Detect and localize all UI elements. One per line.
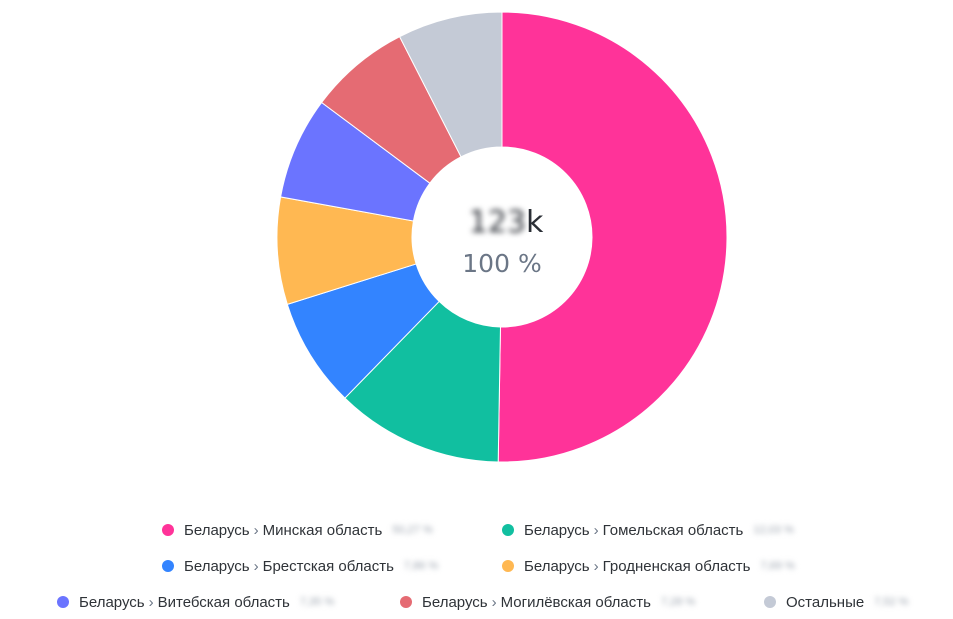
legend-dot <box>57 596 69 608</box>
legend-name: Беларусь <box>184 521 250 539</box>
legend-item[interactable]: Беларусь › Минская область 50,27 % <box>162 520 433 540</box>
legend-subname: Брестская область <box>262 557 394 575</box>
donut-chart: 123 k 100 % <box>276 11 728 463</box>
legend-dot <box>162 524 174 536</box>
legend-item[interactable]: Беларусь › Гомельская область 12,03 % <box>502 520 794 540</box>
legend-name: Беларусь <box>79 593 145 611</box>
legend-dot <box>162 560 174 572</box>
legend-name: Беларусь <box>524 557 590 575</box>
legend-value: 12,03 % <box>753 524 794 536</box>
legend-separator: › <box>593 521 599 539</box>
legend-value: 7,28 % <box>660 596 696 608</box>
legend-value: 7,35 % <box>299 596 335 608</box>
legend-subname: Минская область <box>262 521 383 539</box>
legend-dot <box>502 560 514 572</box>
legend-name: Беларусь <box>422 593 488 611</box>
center-total-suffix: k <box>526 205 544 240</box>
legend-separator: › <box>491 593 497 611</box>
legend-value: 7,52 % <box>874 596 909 608</box>
legend-value: 7,69 % <box>760 560 795 572</box>
legend-separator: › <box>148 593 154 611</box>
legend-subname: Витебская область <box>157 593 290 611</box>
legend-separator: › <box>253 557 259 575</box>
legend-dot <box>764 596 776 608</box>
legend-name: Остальные <box>786 593 865 611</box>
legend-item[interactable]: Беларусь › Брестская область 7,86 % <box>162 556 438 576</box>
legend-separator: › <box>593 557 599 575</box>
donut-hole <box>412 147 592 327</box>
donut-slices <box>276 11 728 463</box>
legend-value: 7,86 % <box>403 560 439 572</box>
legend-item[interactable]: Беларусь › Гродненская область 7,69 % <box>502 556 795 576</box>
legend-value: 50,27 % <box>392 524 433 536</box>
legend-item[interactable]: Беларусь › Могилёвская область 7,28 % <box>400 592 695 612</box>
legend-separator: › <box>253 521 259 539</box>
legend-subname: Могилёвская область <box>500 593 651 611</box>
center-total: 123 k <box>469 205 544 240</box>
legend-subname: Гомельская область <box>602 521 744 539</box>
legend-subname: Гродненская область <box>602 557 751 575</box>
legend-name: Беларусь <box>184 557 250 575</box>
center-percent: 100 % <box>462 249 541 278</box>
legend-name: Беларусь <box>524 521 590 539</box>
legend-dot <box>400 596 412 608</box>
legend-dot <box>502 524 514 536</box>
legend-item[interactable]: Остальные 7,52 % <box>764 592 908 612</box>
legend-item[interactable]: Беларусь › Витебская область 7,35 % <box>57 592 334 612</box>
center-total-value: 123 <box>469 205 526 240</box>
